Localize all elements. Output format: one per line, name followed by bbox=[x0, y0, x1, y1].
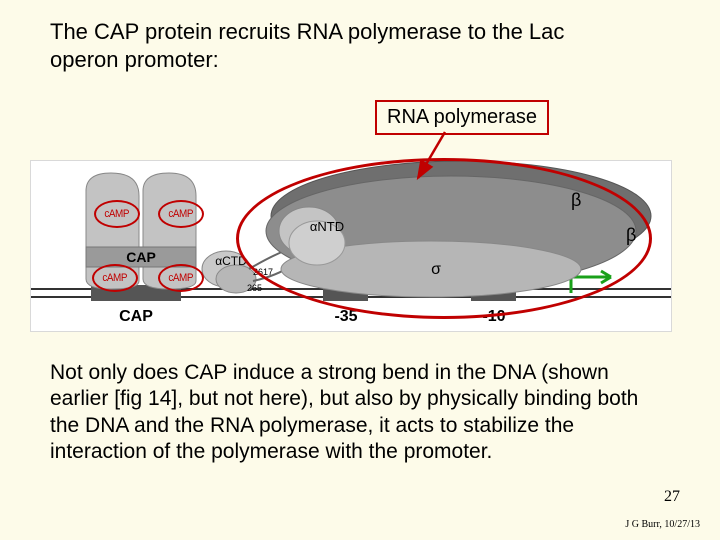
page-number: 27 bbox=[664, 488, 680, 506]
cap-site-label: CAP bbox=[119, 308, 153, 325]
footer-text: J G Burr, 10/27/13 bbox=[625, 519, 700, 530]
slide: The CAP protein recruits RNA polymerase … bbox=[0, 0, 720, 540]
rnap-highlight-ellipse bbox=[236, 158, 652, 319]
camp-label-4: cAMP bbox=[158, 264, 204, 292]
slide-title: The CAP protein recruits RNA polymerase … bbox=[50, 18, 630, 73]
camp-label-2: cAMP bbox=[158, 200, 204, 228]
rnap-label: RNA polymerase bbox=[375, 100, 549, 135]
svg-text:CAP: CAP bbox=[126, 249, 156, 265]
camp-label-3: cAMP bbox=[92, 264, 138, 292]
svg-text:265: 265 bbox=[247, 283, 262, 293]
body-text: Not only does CAP induce a strong bend i… bbox=[50, 360, 670, 465]
camp-label-1: cAMP bbox=[94, 200, 140, 228]
